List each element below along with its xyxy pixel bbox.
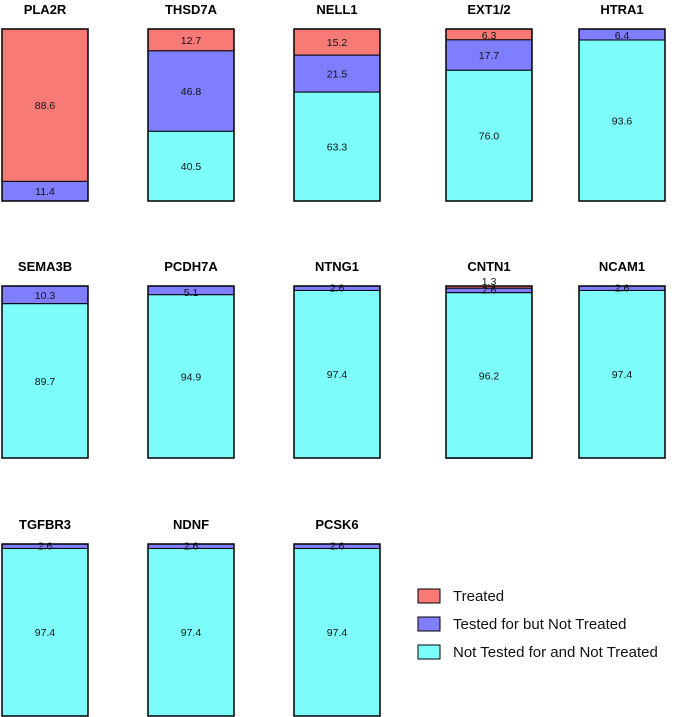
data-label-tested: 10.3: [35, 290, 56, 302]
data-label-treated: 88.6: [35, 100, 56, 112]
legend-item-tested: Tested for but Not Treated: [417, 616, 626, 633]
panel-ntng1: NTNG1 2.6 97.4: [293, 259, 381, 459]
panel-title: TGFBR3: [19, 517, 71, 532]
bar-segment-not-tested: [1, 303, 89, 459]
data-label-tested: 2.6: [330, 282, 345, 294]
panel-title: PCSK6: [315, 517, 358, 532]
data-label-tested: 2.6: [482, 285, 497, 297]
panel-title: SEMA3B: [18, 259, 72, 274]
bar-segment-tested: [147, 50, 235, 132]
data-label-tested: 21.5: [327, 69, 348, 81]
data-label-tested: 11.4: [35, 186, 55, 198]
data-label-not-tested: 97.4: [612, 369, 633, 381]
bar-frame: [578, 28, 666, 202]
legend-item-treated: Treated: [417, 588, 504, 605]
panel-pcsk6: PCSK6 2.6 97.4: [293, 517, 381, 717]
data-label-not-tested: 63.3: [327, 142, 348, 154]
panel-title: EXT1/2: [467, 2, 510, 17]
bar-segment-not-tested: [578, 289, 666, 459]
panel-pcdh7a: PCDH7A 5.1 94.9: [147, 259, 235, 459]
data-label-not-tested: 89.7: [35, 376, 56, 388]
bar-frame: [1, 543, 89, 717]
data-label-tested: 2.6: [615, 282, 630, 294]
data-label-not-tested: 97.4: [327, 369, 348, 381]
panel-title: NDNF: [173, 517, 209, 532]
panel-title: HTRA1: [600, 2, 643, 17]
bar-frame: [147, 285, 235, 459]
bar-frame: [147, 543, 235, 717]
data-label-tested: 2.6: [330, 540, 345, 552]
panel-ext1-2: EXT1/2 6.3 17.7 76.0: [445, 2, 533, 202]
legend-label: Not Tested for and Not Treated: [453, 644, 658, 661]
bar-segment-not-tested: [147, 547, 235, 717]
bar-frame: [147, 28, 235, 202]
legend-swatch: [417, 644, 441, 660]
bar-frame: [1, 28, 89, 202]
panel-title: PLA2R: [24, 2, 67, 17]
bar-frame: [293, 285, 381, 459]
data-label-treated: 12.7: [181, 35, 202, 47]
legend-label: Tested for but Not Treated: [453, 616, 626, 633]
legend-swatch: [417, 616, 441, 632]
bar-segment-treated: [1, 28, 89, 182]
bar-frame: [293, 543, 381, 717]
bar-frame: [1, 285, 89, 459]
bar-segment-not-tested: [445, 69, 533, 202]
bar-segment-not-tested: [293, 547, 381, 717]
bar-frame: [445, 285, 533, 459]
panel-pla2r: PLA2R 88.6 11.4: [1, 2, 89, 202]
bar-segment-not-tested: [445, 292, 533, 459]
panel-title: CNTN1: [467, 259, 510, 274]
data-label-tested: 6.4: [615, 30, 630, 42]
panel-tgfbr3: TGFBR3 2.6 97.4: [1, 517, 89, 717]
legend: Treated Tested for but Not Treated Not Tes…: [417, 588, 658, 661]
data-label-not-tested: 76.0: [479, 131, 500, 143]
panel-title: PCDH7A: [164, 259, 218, 274]
data-label-not-tested: 96.2: [479, 370, 500, 382]
data-label-treated: 6.3: [482, 30, 497, 42]
data-label-tested: 2.6: [184, 540, 199, 552]
data-label-tested: 5.1: [184, 287, 199, 299]
data-label-not-tested: 94.9: [181, 371, 202, 383]
data-label-not-tested: 97.4: [181, 627, 202, 639]
legend-swatch: [417, 588, 441, 604]
bar-segment-not-tested: [147, 294, 235, 459]
panel-thsd7a: THSD7A 12.7 46.8 40.5: [147, 2, 235, 202]
data-label-tested: 2.6: [38, 540, 53, 552]
bar-frame: [578, 285, 666, 459]
panel-ndnf: NDNF 2.6 97.4: [147, 517, 235, 717]
legend-label: Treated: [453, 588, 504, 605]
legend-item-not-tested: Not Tested for and Not Treated: [417, 644, 658, 661]
panel-title: NELL1: [316, 2, 357, 17]
bar-frame: [293, 28, 381, 202]
panel-title: THSD7A: [165, 2, 218, 17]
data-label-treated: 15.2: [327, 37, 348, 49]
panel-title: NTNG1: [315, 259, 359, 274]
data-label-not-tested: 93.6: [612, 116, 633, 128]
data-label-not-tested: 40.5: [181, 161, 202, 173]
panel-sema3b: SEMA3B 10.3 89.7: [1, 259, 89, 459]
panel-nell1: NELL1 15.2 21.5 63.3: [293, 2, 381, 202]
data-label-tested: 46.8: [181, 86, 202, 98]
panel-htra1: HTRA1 6.4 93.6: [578, 2, 666, 202]
data-label-treated: 1.3: [482, 276, 497, 288]
panel-cntn1: CNTN1 1.32.6 96.2: [445, 259, 533, 459]
data-label-not-tested: 97.4: [327, 627, 348, 639]
panel-title: NCAM1: [599, 259, 645, 274]
bar-segment-not-tested: [578, 39, 666, 202]
data-label-not-tested: 97.4: [35, 627, 56, 639]
data-label-tested: 17.7: [479, 50, 500, 62]
panel-ncam1: NCAM1 2.6 97.4: [578, 259, 666, 459]
bar-frame: [445, 28, 533, 202]
